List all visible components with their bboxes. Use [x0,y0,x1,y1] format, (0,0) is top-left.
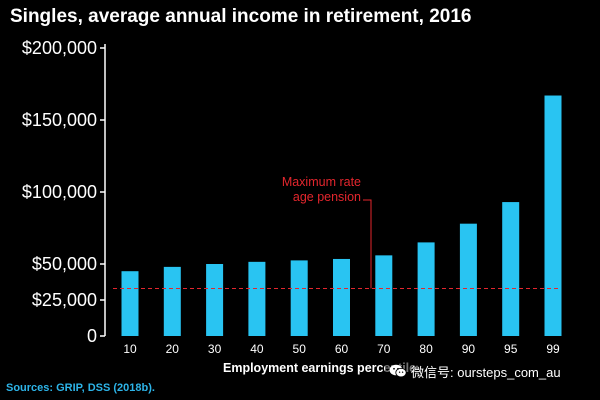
y-tick-label: $25,000 [32,290,97,310]
x-tick-label: 30 [208,342,222,356]
bar-percentile-20 [163,266,181,336]
y-tick-label: $50,000 [32,254,97,274]
annotation-label-line: age pension [293,190,361,204]
y-tick-label: 0 [87,326,97,346]
x-tick-label: 40 [250,342,264,356]
x-tick-label: 10 [123,342,137,356]
y-tick-label: $100,000 [22,182,97,202]
x-tick-label: 50 [293,342,307,356]
x-tick-label: 20 [166,342,180,356]
x-tick-label: 95 [504,342,518,356]
watermark: 微信号: oursteps_com_au [385,360,567,382]
x-axis-label: Employment earnings percentile [223,361,417,375]
y-tick-label: $150,000 [22,110,97,130]
chart-title: Singles, average annual income in retire… [10,6,472,27]
source-note: Sources: GRIP, DSS (2018b). [6,382,155,394]
x-tick-label: 99 [546,342,560,356]
bar-percentile-50 [290,260,308,336]
bar-percentile-60 [333,258,350,336]
y-tick-label: $200,000 [22,38,97,58]
x-tick-label: 90 [462,342,476,356]
x-tick-label: 80 [419,342,433,356]
x-tick-label: 60 [335,342,349,356]
bar-percentile-30 [206,264,224,336]
bar-percentile-95 [502,202,520,336]
annotation-label-line: Maximum rate [282,175,361,189]
bar-percentile-70 [375,255,393,336]
bar-percentile-99 [544,95,562,337]
watermark-text: 微信号: oursteps_com_au [411,364,561,380]
bar-percentile-80 [417,242,435,336]
bar-percentile-90 [459,223,477,336]
bar-percentile-40 [248,261,266,336]
x-tick-label: 70 [377,342,391,356]
annotation-connector [363,199,372,289]
bar-percentile-10 [121,271,139,336]
wechat-icon [389,364,407,378]
